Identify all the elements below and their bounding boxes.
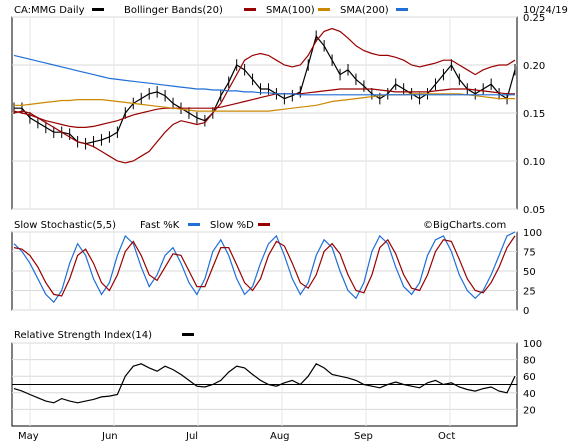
price-y-tick-label: 0.20 (523, 61, 545, 72)
rsi-series (13, 363, 516, 404)
stochastic-y-tick-label: 50 (523, 267, 536, 278)
rsi-series-line-relative-strength-index-14- (13, 363, 516, 404)
stochastic-slowd-swatch (258, 223, 270, 226)
legend-symbol-label: CA:MMG Daily (14, 5, 85, 16)
stochastic-slowd-label: Slow %D (210, 220, 254, 231)
stochastic-y-tick-label: 75 (523, 248, 536, 259)
stochastic-series-line-fast-k (13, 231, 516, 304)
stochastic-fastk-label: Fast %K (140, 220, 180, 231)
price-y-tick-label: 0.05 (523, 205, 545, 216)
stochastic-y-ticks: 100 75 50 25 0 (523, 228, 542, 317)
price-y-ticks: 0.25 0.20 0.15 0.10 0.05 (523, 13, 545, 216)
price-series-line-unnamed (13, 54, 515, 96)
x-axis-month-labels: May Jun Jul Aug Sep Oct (18, 431, 455, 442)
price-legend: CA:MMG Daily Bollinger Bands(20) SMA(100… (14, 5, 568, 16)
rsi-title: Relative Strength Index(14) (14, 330, 152, 341)
stochastic-y-tick-label: 25 (523, 287, 536, 298)
price-series-line-sma-200- (14, 93, 515, 112)
x-month-label: Aug (270, 431, 290, 442)
stochastic-y-tick-label: 100 (523, 228, 542, 239)
stochastic-series (13, 231, 516, 304)
x-month-label: Jun (101, 431, 118, 442)
stochastic-legend: Slow Stochastic(5,5) Fast %K Slow %D ©Bi… (14, 220, 506, 231)
legend-bollinger-swatch (244, 8, 256, 11)
x-month-label: Jul (185, 431, 198, 442)
rsi-y-tick-label: 80 (523, 356, 536, 367)
x-month-label: Oct (438, 431, 455, 442)
stochastic-y-tick-label: 0 (523, 306, 529, 317)
rsi-y-ticks: 100 80 60 40 20 (523, 339, 542, 416)
stochastic-fastk-swatch (188, 223, 200, 226)
price-grid (12, 16, 517, 210)
legend-sma100-swatch (318, 8, 330, 11)
stochastic-series-line-slow-d (13, 235, 516, 297)
date-label: 10/24/19 (523, 5, 568, 16)
stochastic-title: Slow Stochastic(5,5) (14, 220, 116, 231)
price-y-tick-label: 0.10 (523, 157, 545, 168)
legend-sma100-label: SMA(100) (266, 5, 315, 16)
price-series-line-sma-100- (13, 88, 515, 129)
price-y-tick-label: 0.15 (523, 109, 545, 120)
rsi-y-tick-label: 60 (523, 372, 536, 383)
rsi-y-tick-label: 40 (523, 389, 536, 400)
price-y-tick-label: 0.25 (523, 13, 545, 24)
x-month-label: Sep (354, 431, 373, 442)
price-series (13, 27, 516, 164)
legend-sma200-label: SMA(200) (340, 5, 389, 16)
x-month-label: May (18, 431, 39, 442)
price-series-line-bollinger-bands-20- (13, 27, 516, 164)
rsi-y-tick-label: 20 (523, 405, 536, 416)
legend-bollinger-label: Bollinger Bands(20) (124, 5, 223, 16)
rsi-legend: Relative Strength Index(14) (14, 330, 194, 341)
price-series-line-ca-mmg-daily (14, 34, 516, 145)
legend-symbol-swatch (92, 8, 104, 11)
rsi-y-tick-label: 100 (523, 339, 542, 350)
legend-sma200-swatch (396, 8, 408, 11)
rsi-grid (12, 342, 517, 426)
rsi-swatch (182, 333, 194, 336)
bigcharts-watermark: ©BigCharts.com (423, 220, 506, 231)
